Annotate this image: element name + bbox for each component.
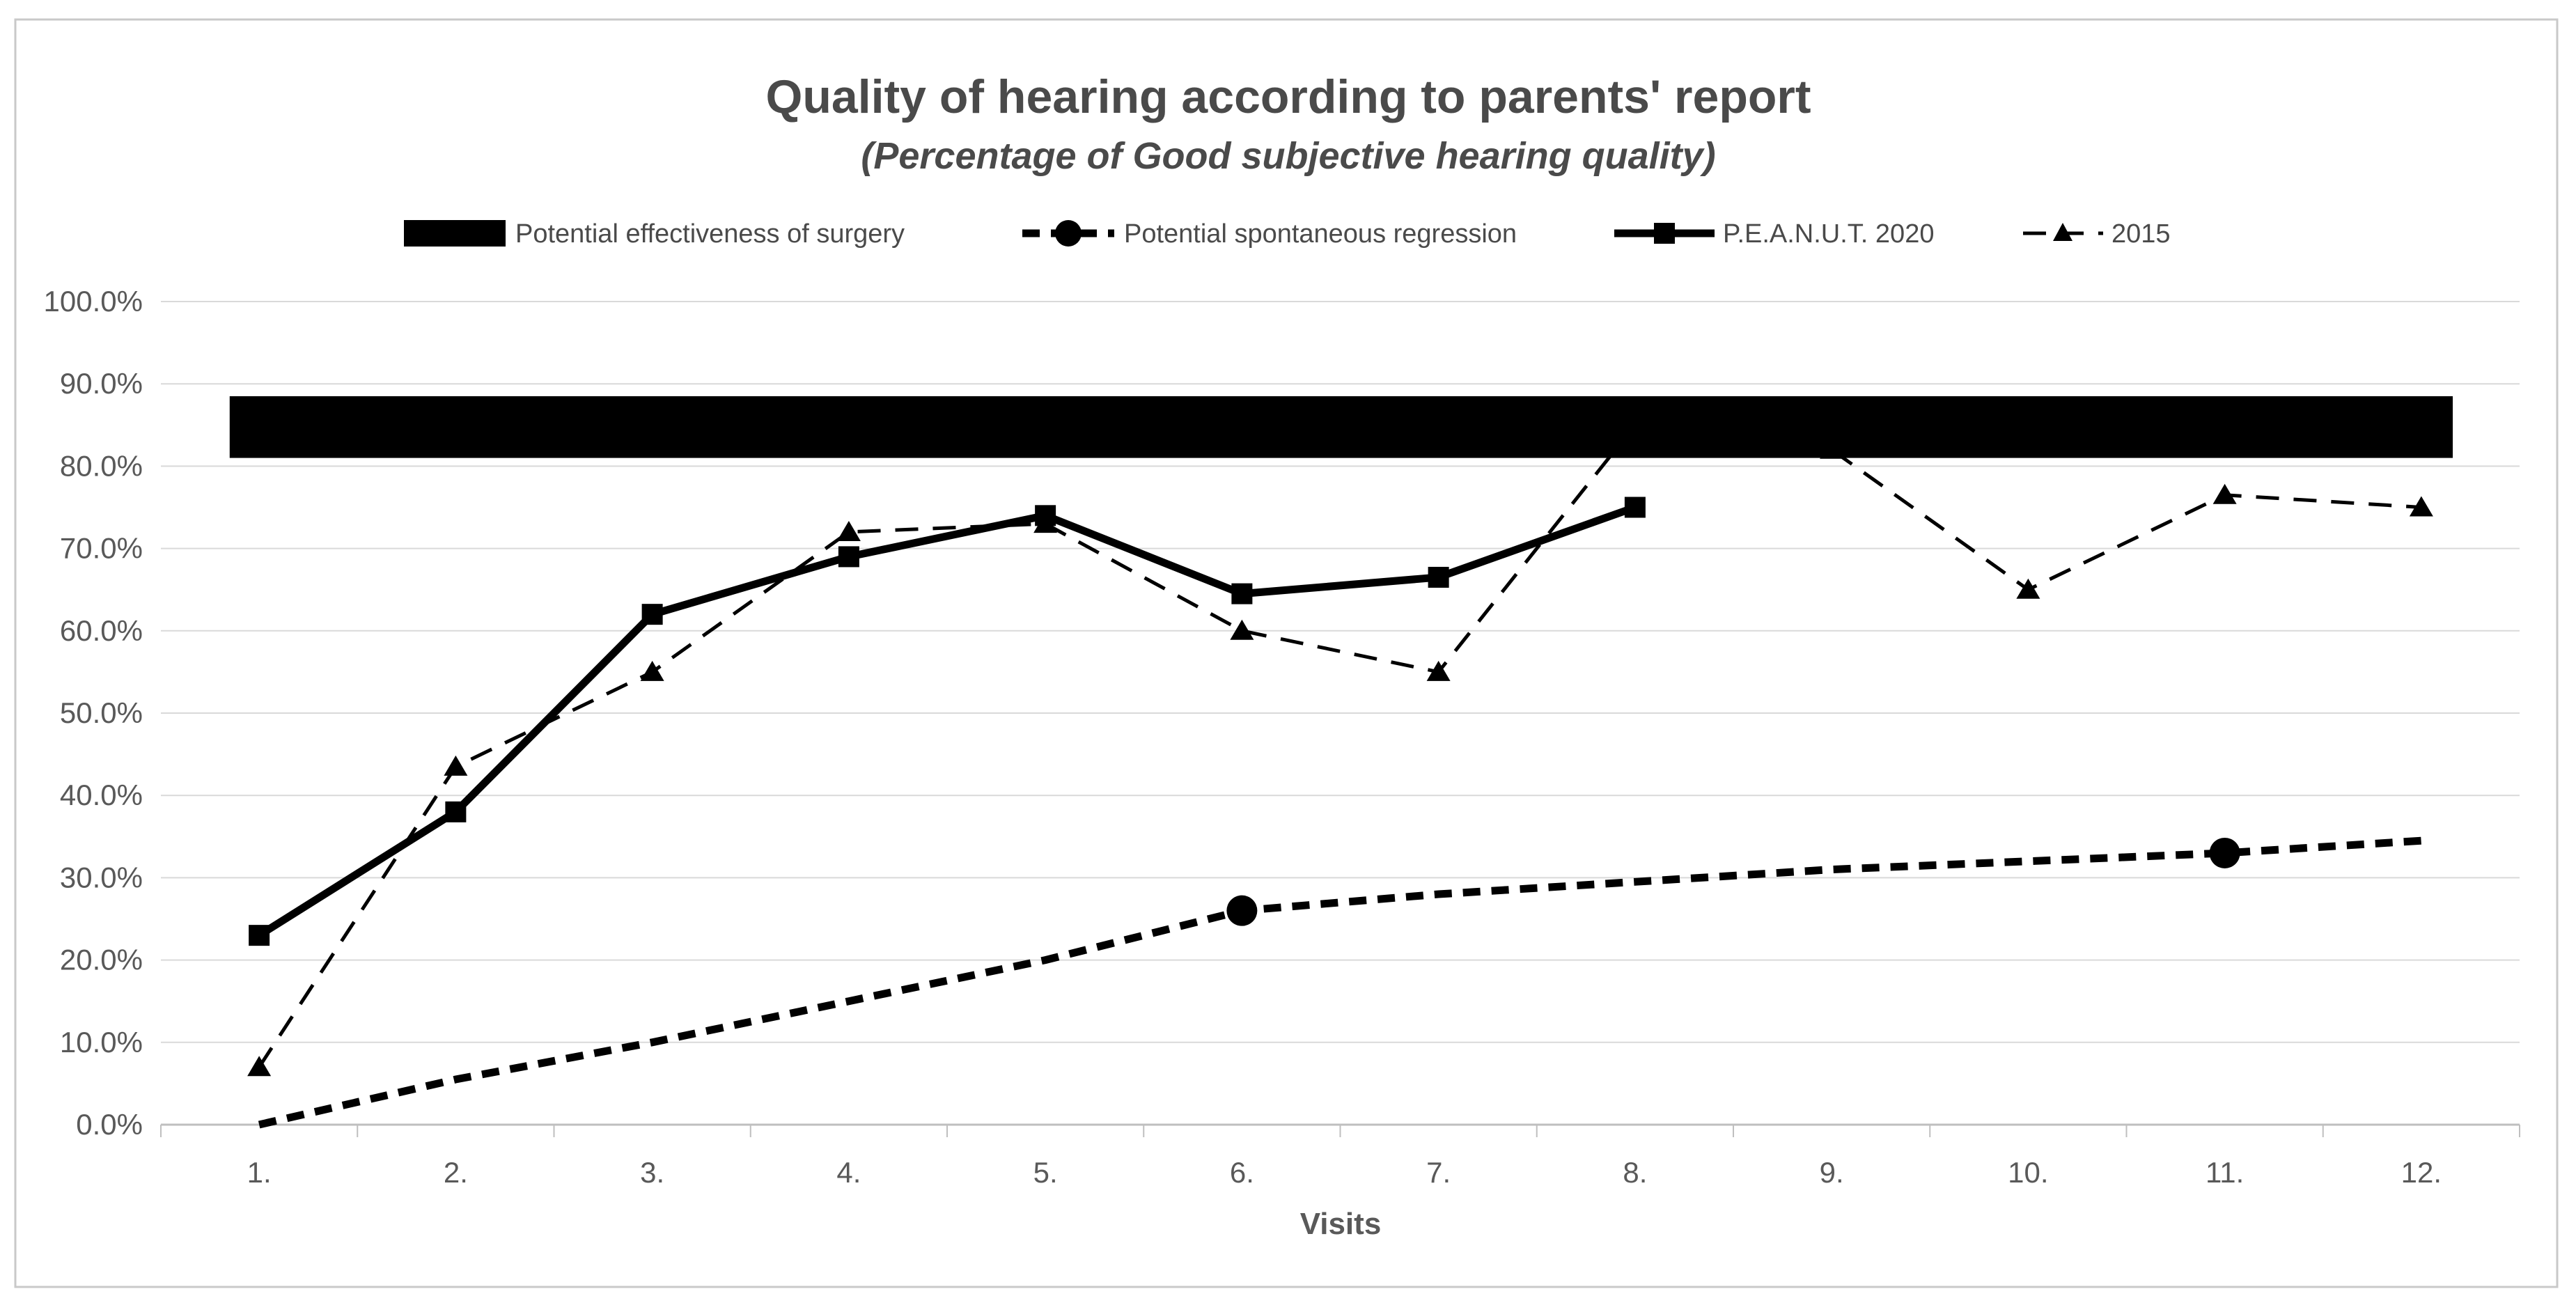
p-e-a-n-u-t-2020-marker-square bbox=[641, 604, 663, 625]
2015-marker-triangle bbox=[2016, 578, 2040, 599]
y-tick-label-40pct: 40.0% bbox=[60, 779, 143, 811]
series-p-e-a-n-u-t-2020-line bbox=[257, 503, 1637, 939]
y-tick-label-10pct: 10.0% bbox=[60, 1026, 143, 1059]
y-tick-label-100pct: 100.0% bbox=[44, 285, 143, 318]
2015-marker-triangle bbox=[247, 1056, 272, 1077]
y-tick-label-70pct: 70.0% bbox=[60, 532, 143, 565]
plot-area: 0.0% 10.0% 20.0% 30.0% 40.0% 50.0% 60.0% 70.0% 8… bbox=[44, 285, 2520, 1189]
y-tick-label-0pct: 0.0% bbox=[76, 1108, 143, 1141]
p-e-a-n-u-t-2020-marker-square bbox=[249, 925, 270, 946]
y-tick-label-20pct: 20.0% bbox=[60, 944, 143, 976]
p-e-a-n-u-t-2020-marker-square bbox=[1428, 566, 1449, 588]
legend-label-potential-effectiveness-of-surgery: Potential effectiveness of surgery bbox=[515, 219, 905, 249]
p-e-a-n-u-t-2020-marker-square bbox=[838, 546, 859, 568]
series-2015-line bbox=[258, 423, 2422, 1068]
legend-item-2015: 2015 bbox=[2023, 219, 2171, 249]
x-axis-title: Visits bbox=[1300, 1207, 1382, 1241]
p-e-a-n-u-t-2020-marker-square bbox=[445, 801, 467, 822]
series-2015 bbox=[247, 414, 2433, 1077]
2015-marker-triangle bbox=[2409, 496, 2433, 517]
x-tick-label-visit-11: 11. bbox=[2206, 1156, 2244, 1189]
series-potential-spontaneous-regression bbox=[258, 836, 2422, 1129]
p-e-a-n-u-t-2020-marker-square bbox=[1231, 583, 1253, 604]
legend-label-2015: 2015 bbox=[2111, 219, 2171, 249]
y-tick-label-50pct: 50.0% bbox=[60, 696, 143, 729]
x-tick-label-visit-4: 4. bbox=[836, 1156, 861, 1189]
x-tick-label-visit-8: 8. bbox=[1623, 1156, 1647, 1189]
2015-marker-triangle bbox=[2212, 483, 2237, 504]
chart-subtitle: (Percentage of Good subjective hearing q… bbox=[861, 135, 1715, 177]
2015-marker-triangle bbox=[444, 755, 468, 776]
potential-spontaneous-regression-marker-circle bbox=[2209, 837, 2240, 868]
legend-swatch-triangle-marker bbox=[2053, 223, 2072, 241]
p-e-a-n-u-t-2020-marker-square bbox=[1624, 497, 1646, 518]
y-tick-label-80pct: 80.0% bbox=[60, 449, 143, 482]
y-tick-label-30pct: 30.0% bbox=[60, 861, 143, 893]
2015-marker-triangle bbox=[1230, 619, 1254, 640]
legend-swatch-square-marker bbox=[1654, 223, 1675, 244]
x-tick-label-visit-12: 12. bbox=[2401, 1156, 2442, 1189]
chart-title: Quality of hearing according to parents'… bbox=[765, 70, 1811, 123]
legend-label-p-e-a-n-u-t-2020: P.E.A.N.U.T. 2020 bbox=[1723, 219, 1934, 249]
x-tick-label-visit-5: 5. bbox=[1033, 1156, 1058, 1189]
figure-border bbox=[14, 18, 2559, 1288]
y-tick-label-90pct: 90.0% bbox=[60, 367, 143, 400]
legend-label-potential-spontaneous-regression: Potential spontaneous regression bbox=[1124, 219, 1517, 249]
potential-spontaneous-regression-marker-circle bbox=[1226, 895, 1258, 926]
x-tick-label-visit-9: 9. bbox=[1820, 1156, 1844, 1189]
2015-marker-triangle bbox=[1033, 513, 1058, 533]
x-tick-label-visit-1: 1. bbox=[247, 1156, 272, 1189]
2015-marker-triangle bbox=[836, 520, 861, 541]
y-tick-label-60pct: 60.0% bbox=[60, 614, 143, 647]
legend-swatch-thick-bar bbox=[404, 220, 506, 247]
x-tick-label-visit-10: 10. bbox=[2008, 1156, 2048, 1189]
x-tick-label-visit-3: 3. bbox=[640, 1156, 664, 1189]
x-tick-label-visit-2: 2. bbox=[444, 1156, 468, 1189]
x-tick-label-visit-6: 6. bbox=[1230, 1156, 1254, 1189]
legend-item-potential-spontaneous-regression: Potential spontaneous regression bbox=[1022, 219, 1517, 249]
legend-swatch-circle-marker bbox=[1055, 220, 1082, 247]
2015-marker-triangle bbox=[1426, 660, 1451, 681]
legend: Potential effectiveness of surgery Potent… bbox=[404, 219, 2171, 249]
legend-item-p-e-a-n-u-t-2020: P.E.A.N.U.T. 2020 bbox=[1614, 219, 1934, 249]
x-tick-label-visit-7: 7. bbox=[1426, 1156, 1451, 1189]
series-potential-effectiveness-of-surgery-band bbox=[229, 396, 2453, 458]
2015-marker-triangle bbox=[640, 660, 664, 681]
legend-item-potential-effectiveness-of-surgery: Potential effectiveness of surgery bbox=[404, 219, 905, 249]
series-p-e-a-n-u-t-2020 bbox=[249, 497, 1646, 946]
series-potential-spontaneous-regression-line bbox=[258, 836, 2422, 1129]
